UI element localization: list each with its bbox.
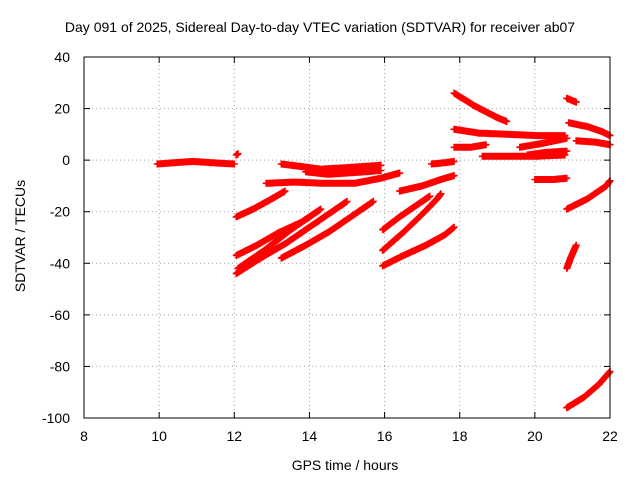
series-track-7 [277,197,377,262]
series-track-14 [396,172,458,195]
data-track [379,192,434,234]
y-axis-label: SDTVAR / TECUs [12,179,28,293]
data-track [232,187,289,221]
data-track [563,94,580,106]
series-track-18 [450,141,490,151]
data-track [531,174,571,183]
y-tick-label: -40 [50,255,70,271]
series-track-28 [563,368,614,412]
x-axis-label: GPS time / hours [291,457,399,473]
series-track-11 [379,192,434,234]
series-track-27 [563,241,580,272]
series-track-5 [232,197,351,278]
series-track-15 [428,157,458,168]
series-track-3 [232,187,289,221]
data-track [450,141,490,151]
data-track [516,134,571,151]
series-track-13 [379,223,458,270]
series-track-20 [516,134,571,151]
x-tick-label: 12 [226,428,242,444]
series-track-9 [302,167,385,178]
series-track-1 [153,157,238,168]
data-track [277,197,377,262]
data-track [302,167,385,178]
series-track-26 [563,177,614,213]
data-track [262,169,404,187]
data-track [563,368,614,412]
x-tick-label: 22 [602,428,618,444]
data-track [523,147,571,159]
series-track-24 [565,119,614,140]
data-track [572,137,614,149]
series-track-2 [232,150,242,159]
data-track [563,241,580,272]
y-tick-label: 40 [54,49,70,65]
x-tick-label: 20 [527,428,543,444]
data-track [153,157,238,168]
series-track-8 [277,160,385,173]
x-tick-label: 8 [80,428,88,444]
axis-ticks: 8 10 12 14 16 18 20 22 40 20 0 -20 -40 -60 -80 -100 [42,49,618,444]
series-track-21 [523,147,571,159]
x-tick-label: 18 [452,428,468,444]
series-track-12 [379,190,445,254]
data-track [277,160,385,173]
y-tick-label: -100 [42,410,70,426]
data-track [232,150,242,159]
data-track [450,125,569,140]
data-track [563,177,614,213]
grid-lines [84,57,610,418]
data-track [450,89,511,125]
data-track [234,205,325,272]
y-tick-label: -80 [50,358,70,374]
series-track-16 [450,89,511,125]
y-tick-label: -60 [50,307,70,323]
y-tick-label: 0 [62,152,70,168]
data-track [379,223,458,270]
series-track-22 [531,174,571,183]
y-tick-label: 20 [54,101,70,117]
data-track [396,172,458,195]
y-tick-label: -20 [50,204,70,220]
series-track-6 [234,205,325,272]
data-track [565,119,614,140]
series-track-17 [450,125,569,140]
chart-title: Day 091 of 2025, Sidereal Day-to-day VTE… [64,19,576,35]
series-track-23 [563,94,580,106]
data-points [153,89,614,412]
data-track [379,190,445,254]
x-tick-label: 16 [377,428,393,444]
series-track-25 [572,137,614,149]
data-track [428,157,458,168]
series-track-10 [262,169,404,187]
plot-frame [83,56,611,419]
x-tick-label: 14 [302,428,318,444]
x-tick-label: 10 [151,428,167,444]
data-track [232,197,351,278]
